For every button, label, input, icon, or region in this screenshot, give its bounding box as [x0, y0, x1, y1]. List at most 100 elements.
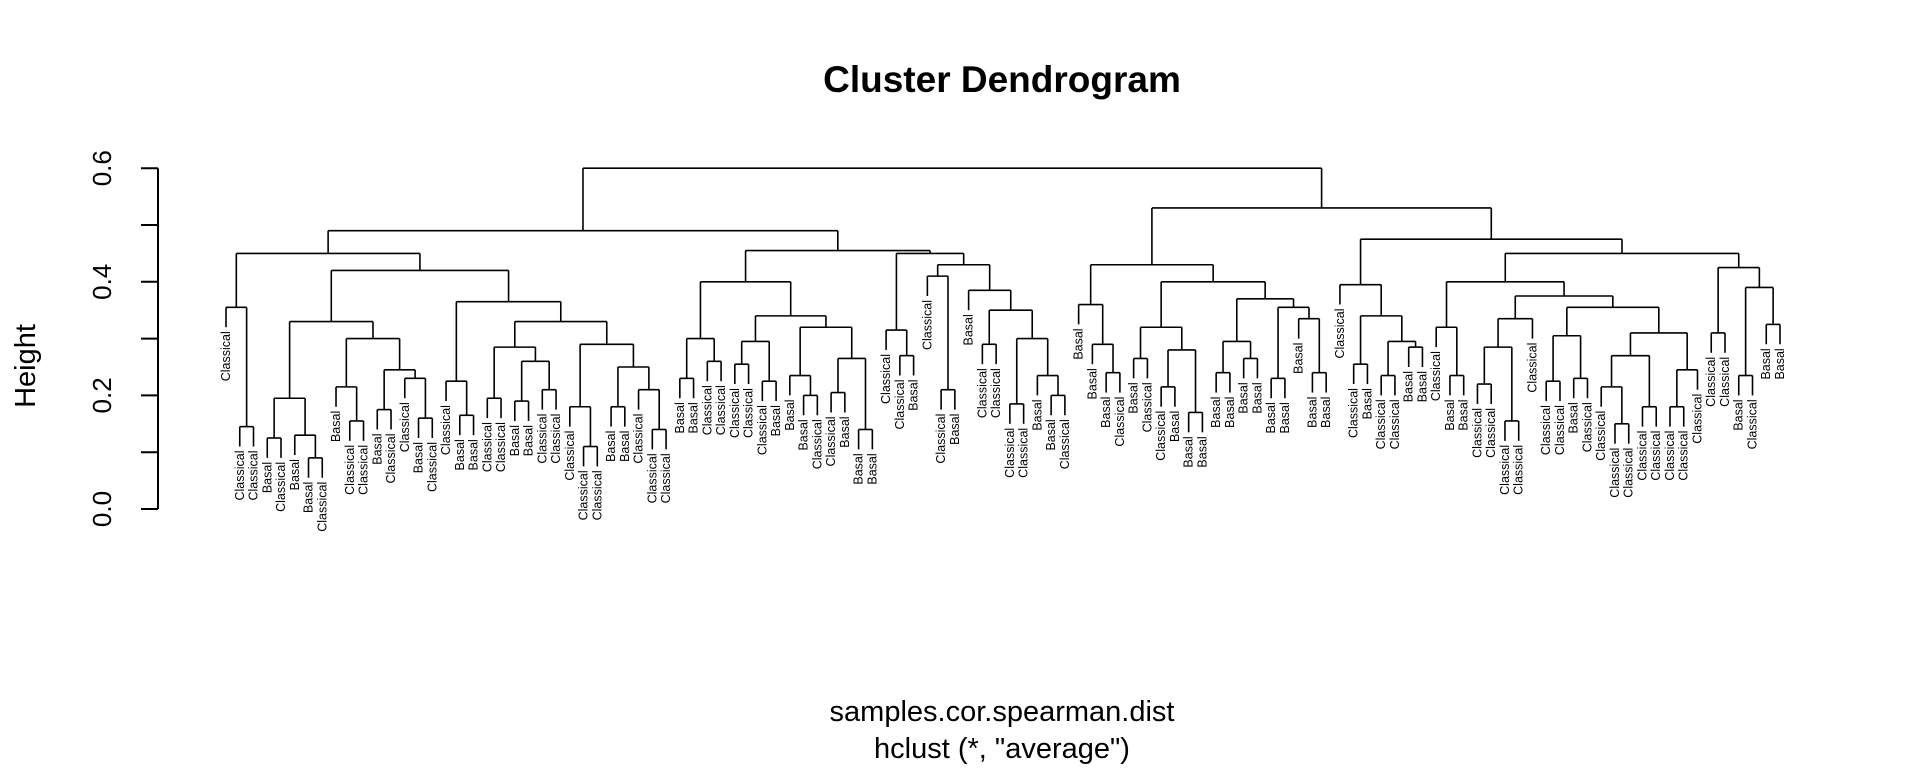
leaf-label: Basal: [1443, 399, 1457, 430]
leaf-label: Basal: [1168, 411, 1182, 442]
leaf-label: Classical: [1622, 448, 1636, 498]
leaf-label: Basal: [467, 439, 481, 470]
leaf-label: Basal: [1030, 399, 1044, 430]
leaf-label: Basal: [453, 439, 467, 470]
leaf-label: Classical: [1154, 411, 1168, 461]
leaf-label: Basal: [302, 482, 316, 513]
leaf-label: Classical: [920, 300, 934, 350]
leaf-label: Classical: [1429, 351, 1443, 401]
leaf-label: Basal: [1182, 436, 1196, 467]
leaf-label: Basal: [1292, 343, 1306, 374]
leaf-label: Classical: [1058, 419, 1072, 469]
leaf-label: Basal: [1195, 436, 1209, 467]
leaf-label: Classical: [494, 422, 508, 472]
leaf-label: Classical: [714, 385, 728, 435]
leaf-label: Classical: [357, 445, 371, 495]
leaf-label: Classical: [1690, 394, 1704, 444]
leaf-label: Classical: [1498, 445, 1512, 495]
y-tick-label: 0.6: [87, 150, 117, 186]
leaf-label: Basal: [1264, 402, 1278, 433]
chart-title: Cluster Dendrogram: [823, 59, 1181, 100]
leaf-label: Basal: [508, 425, 522, 456]
leaf-label: Classical: [1718, 357, 1732, 407]
leaf-label: Classical: [975, 368, 989, 418]
leaf-label: Classical: [1580, 402, 1594, 452]
dendrogram-tree: [225, 167, 1781, 478]
leaf-label: Basal: [1209, 397, 1223, 428]
leaf-label: Classical: [1663, 431, 1677, 481]
leaf-label: Classical: [893, 380, 907, 430]
leaf-label: Basal: [412, 442, 426, 473]
leaf-label: Classical: [879, 354, 893, 404]
leaf-label: Classical: [384, 433, 398, 483]
leaf-label: Basal: [1773, 348, 1787, 379]
leaf-label: Basal: [907, 380, 921, 411]
leaf-label: Classical: [1484, 408, 1498, 458]
leaf-label: Classical: [535, 414, 549, 464]
leaf-label: Classical: [233, 451, 247, 501]
leaf-label: Classical: [755, 405, 769, 455]
leaf-label: Basal: [1759, 348, 1773, 379]
leaf-label: Basal: [1085, 368, 1099, 399]
leaf-label: Classical: [632, 414, 646, 464]
leaf-label: Basal: [1099, 397, 1113, 428]
leaf-label: Basal: [687, 402, 701, 433]
y-tick-label: 0.2: [87, 377, 117, 413]
leaf-label: Basal: [1567, 402, 1581, 433]
leaf-label: Basal: [1223, 397, 1237, 428]
leaf-label: Classical: [1512, 445, 1526, 495]
leaf-label: Basal: [1732, 399, 1746, 430]
leaf-label: Basal: [1402, 371, 1416, 402]
leaf-label: Basal: [260, 462, 274, 493]
x-axis-label: samples.cor.spearman.dist: [830, 696, 1175, 728]
leaf-label: Basal: [1278, 402, 1292, 433]
leaf-label: Classical: [1635, 431, 1649, 481]
leaf-label: Basal: [769, 405, 783, 436]
leaf-label: Classical: [1470, 408, 1484, 458]
leaf-label: Basal: [288, 459, 302, 490]
leaf-label: Basal: [604, 431, 618, 462]
y-tick-label: 0.0: [87, 491, 117, 527]
leaf-label: Classical: [1704, 357, 1718, 407]
leaf-label: Classical: [343, 445, 357, 495]
leaf-label: Classical: [1017, 428, 1031, 478]
leaf-label: Basal: [1305, 397, 1319, 428]
leaf-label: Classical: [1003, 428, 1017, 478]
leaf-label: Basal: [329, 411, 343, 442]
leaf-label: Classical: [728, 388, 742, 438]
leaf-label: Classical: [247, 451, 261, 501]
leaf-label: Basal: [1457, 399, 1471, 430]
method-subtitle: hclust (*, "average"): [874, 733, 1130, 765]
leaf-label: Classical: [934, 414, 948, 464]
leaf-label: Classical: [1553, 405, 1567, 455]
leaf-label: Classical: [1608, 448, 1622, 498]
leaf-label: Classical: [1649, 431, 1663, 481]
leaf-label: Classical: [1388, 399, 1402, 449]
leaf-label: Basal: [797, 419, 811, 450]
leaf-label: Classical: [1745, 399, 1759, 449]
leaf-label: Basal: [673, 402, 687, 433]
leaf-label: Classical: [659, 453, 673, 503]
leaf-label: Classical: [577, 470, 591, 520]
leaf-label: Classical: [1113, 397, 1127, 447]
leaf-label: Classical: [1525, 343, 1539, 393]
leaf-label: Classical: [645, 453, 659, 503]
leaf-label: Classical: [1333, 309, 1347, 359]
leaf-label: Classical: [549, 414, 563, 464]
leaf-label: Classical: [274, 462, 288, 512]
leaf-label: Classical: [989, 368, 1003, 418]
leaf-label: Classical: [810, 419, 824, 469]
leaf-label: Classical: [425, 442, 439, 492]
y-tick-label: 0.4: [87, 264, 117, 300]
leaf-label: Basal: [783, 399, 797, 430]
leaf-label: Classical: [563, 431, 577, 481]
leaf-label: Classical: [480, 422, 494, 472]
leaf-label: Basal: [948, 414, 962, 445]
leaf-label: Basal: [865, 453, 879, 484]
leaf-label: Basal: [1319, 397, 1333, 428]
leaf-label: Classical: [590, 470, 604, 520]
leaf-label: Basal: [852, 453, 866, 484]
leaf-label: Basal: [522, 425, 536, 456]
